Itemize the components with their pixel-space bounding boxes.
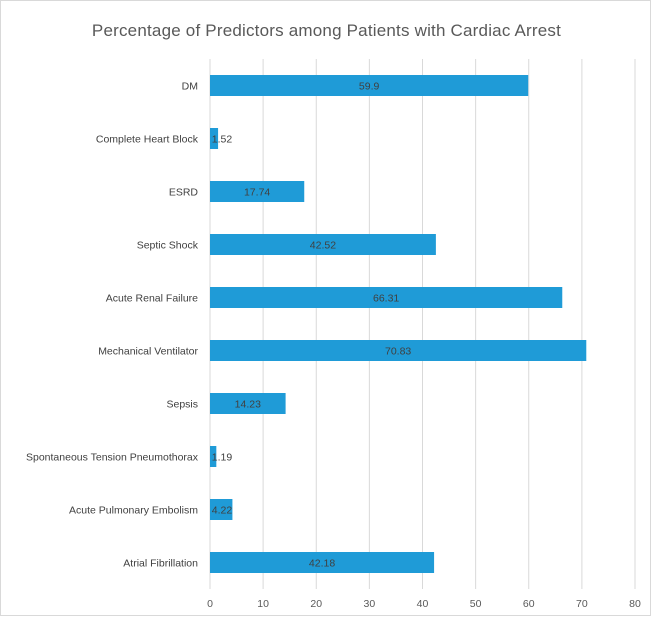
data-label: 17.74: [244, 187, 270, 199]
bar: [210, 287, 563, 308]
category-label: Acute Renal Failure: [106, 293, 198, 305]
data-label: 4.22: [212, 505, 233, 517]
data-label: 1.52: [212, 134, 233, 146]
category-label: Complete Heart Block: [96, 134, 199, 146]
gridlines: [209, 59, 636, 589]
data-label: 66.31: [373, 293, 399, 305]
x-tick-label: 80: [629, 598, 641, 610]
bar: [210, 181, 305, 202]
bar: [210, 552, 435, 573]
bar: [210, 340, 587, 361]
category-labels: DM Complete Heart Block ESRD Septic Shock Ac…: [26, 81, 199, 570]
category-label: ESRD: [169, 187, 199, 199]
x-tick-label: 40: [417, 598, 429, 610]
x-tick-label: 60: [523, 598, 535, 610]
bar: [210, 128, 219, 149]
data-label: 42.52: [310, 240, 336, 252]
data-label: 59.9: [359, 81, 380, 93]
data-label: 70.83: [385, 346, 411, 358]
bar: [210, 393, 286, 414]
x-tick-label: 20: [310, 598, 322, 610]
bar: [210, 75, 529, 96]
category-label: Septic Shock: [137, 240, 199, 252]
category-label: Mechanical Ventilator: [98, 346, 198, 358]
category-label: Acute Pulmonary Embolism: [69, 505, 198, 517]
data-label: 1.19: [212, 452, 233, 464]
bars: [210, 75, 587, 573]
category-label: Sepsis: [166, 399, 198, 411]
category-label: DM: [182, 81, 198, 93]
x-tick-label: 70: [576, 598, 588, 610]
x-tick-label: 50: [470, 598, 482, 610]
x-tick-label: 0: [207, 598, 213, 610]
chart-title: Percentage of Predictors among Patients …: [91, 21, 562, 40]
bar: [210, 499, 233, 520]
bar: [210, 234, 436, 255]
data-label: 42.18: [309, 558, 335, 570]
bar: [210, 446, 217, 467]
data-label: 14.23: [235, 399, 261, 411]
x-tick-label: 30: [364, 598, 376, 610]
category-label: Atrial Fibrillation: [123, 558, 198, 570]
x-tick-label: 10: [257, 598, 269, 610]
data-labels: 59.9 1.52 17.74 42.52 66.31 70.83 14.23 1.19 4.2…: [212, 81, 412, 570]
x-axis-ticks: 0 10 20 30 40 50 60 70 80: [207, 598, 641, 610]
category-label: Spontaneous Tension Pneumothorax: [26, 452, 199, 464]
